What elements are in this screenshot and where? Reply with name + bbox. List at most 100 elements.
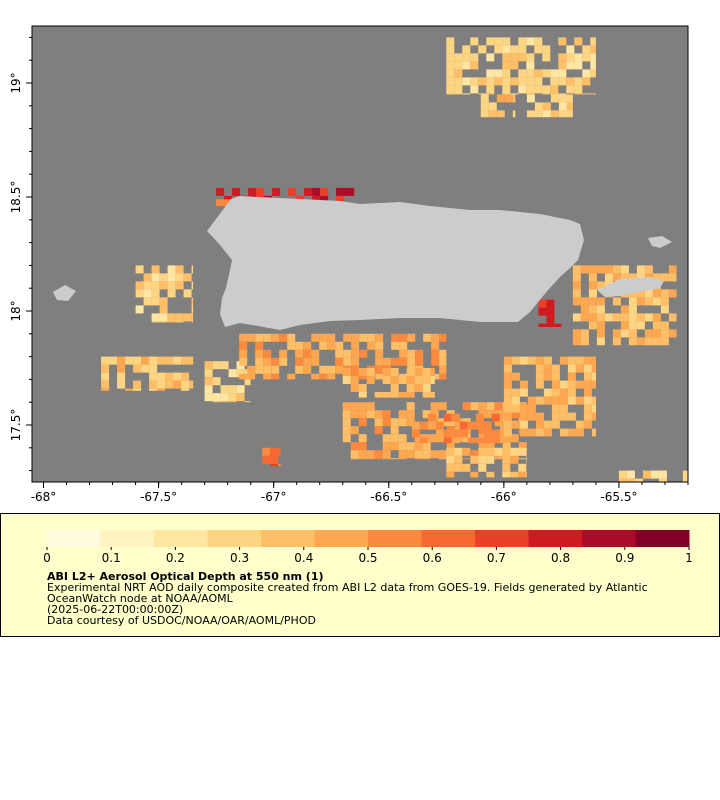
aod-pixel [502, 77, 511, 86]
aod-pixel [503, 372, 512, 381]
aod-pixel [546, 315, 555, 324]
aod-pixel [470, 450, 479, 459]
map-frame [31, 25, 689, 483]
aod-pixel [167, 281, 176, 290]
aod-pixel [228, 401, 237, 403]
aod-pixel [216, 199, 225, 207]
aod-pixel [519, 420, 528, 429]
aod-pixel [628, 305, 637, 314]
aod-pixel [157, 380, 166, 389]
aod-pixel [480, 102, 489, 111]
aod-pixel [566, 77, 575, 86]
aod-pixel [143, 289, 152, 298]
aod-pixel [534, 85, 543, 94]
aod-pixel [398, 376, 407, 384]
x-tick-label: -67.5° [140, 490, 177, 504]
aod-pixel [550, 77, 559, 86]
aod-pixel [350, 410, 359, 419]
aod-pixel [248, 187, 257, 196]
aod-pixel [526, 94, 535, 103]
aod-pixel [173, 372, 182, 381]
aod-pixel [423, 333, 432, 342]
aod-pixel [270, 455, 279, 464]
aod-pixel [620, 321, 629, 330]
aod-pixel [470, 455, 479, 464]
aod-pixel [451, 413, 460, 422]
aod-pixel [636, 321, 645, 330]
aod-pixel [551, 380, 560, 389]
aod-pixel [344, 187, 353, 196]
aod-pixel [491, 429, 500, 438]
aod-pixel [467, 421, 476, 430]
aod-pixel [620, 329, 629, 338]
aod-pixel [159, 281, 168, 290]
aod-pixel [502, 37, 511, 46]
aod-pixel [462, 61, 471, 70]
aod-pixel [422, 450, 431, 459]
aod-pixel [486, 402, 495, 411]
aod-pixel [439, 373, 447, 380]
colorbar-swatch [314, 530, 369, 547]
aod-pixel [486, 410, 495, 419]
aod-pixel [430, 402, 439, 411]
aod-pixel [352, 187, 355, 196]
aod-pixel [652, 297, 661, 306]
aod-pixel [406, 392, 415, 398]
aod-pixel [636, 337, 645, 346]
aod-pixel [604, 265, 613, 274]
aod-pixel [668, 265, 677, 274]
aod-pixel [435, 421, 444, 430]
aod-pixel [366, 410, 375, 419]
aod-pixel [660, 297, 669, 306]
puerto-rico-island [207, 196, 584, 330]
aod-pixel [567, 380, 576, 389]
aod-pixel [382, 442, 391, 451]
aod-pixel [462, 458, 471, 460]
aod-pixel [636, 265, 645, 274]
aod-pixel [303, 357, 312, 366]
aod-pixel [591, 428, 596, 437]
aod-pixel [181, 388, 190, 391]
aod-pixel [519, 404, 528, 413]
aod-pixel [682, 470, 688, 479]
aod-pixel [567, 372, 576, 381]
aod-pixel [488, 110, 497, 118]
aod-pixel [366, 368, 375, 376]
aod-pixel [419, 421, 428, 430]
aod-pixel [263, 349, 272, 358]
aod-pixel [518, 37, 527, 46]
aod-pixel [546, 307, 555, 316]
aod-pixel [271, 373, 280, 380]
aod-pixel [596, 313, 605, 322]
aod-pixel [502, 93, 511, 95]
aod-pixel [543, 396, 552, 405]
aod-pixel [287, 341, 296, 350]
aod-pixel [125, 388, 134, 391]
aod-pixel [175, 321, 184, 323]
aod-pixel [263, 373, 272, 380]
aod-pixel [151, 273, 160, 282]
aod-pixel [572, 281, 581, 290]
aod-pixel [391, 333, 400, 342]
aod-pixel [462, 53, 471, 62]
aod-pixel [502, 61, 511, 70]
aod-pixel [475, 437, 484, 444]
aod-pixel [263, 333, 272, 342]
aod-pixel [644, 329, 653, 338]
aod-pixel [502, 69, 511, 78]
aod-pixel [519, 356, 528, 365]
aod-pixel [191, 265, 194, 274]
aod-pixel [596, 337, 605, 346]
aod-pixel [480, 110, 489, 118]
aod-pixel [191, 313, 194, 322]
aod-pixel [382, 410, 391, 419]
aod-pixel [574, 61, 583, 70]
aod-pixel [574, 93, 583, 95]
aod-pixel [165, 356, 174, 365]
aod-pixel [652, 313, 661, 322]
aod-pixel [462, 93, 471, 95]
aod-pixel [287, 333, 296, 342]
aod-pixel [311, 357, 320, 366]
aod-pixel [583, 404, 592, 413]
aod-pixel [398, 410, 407, 419]
